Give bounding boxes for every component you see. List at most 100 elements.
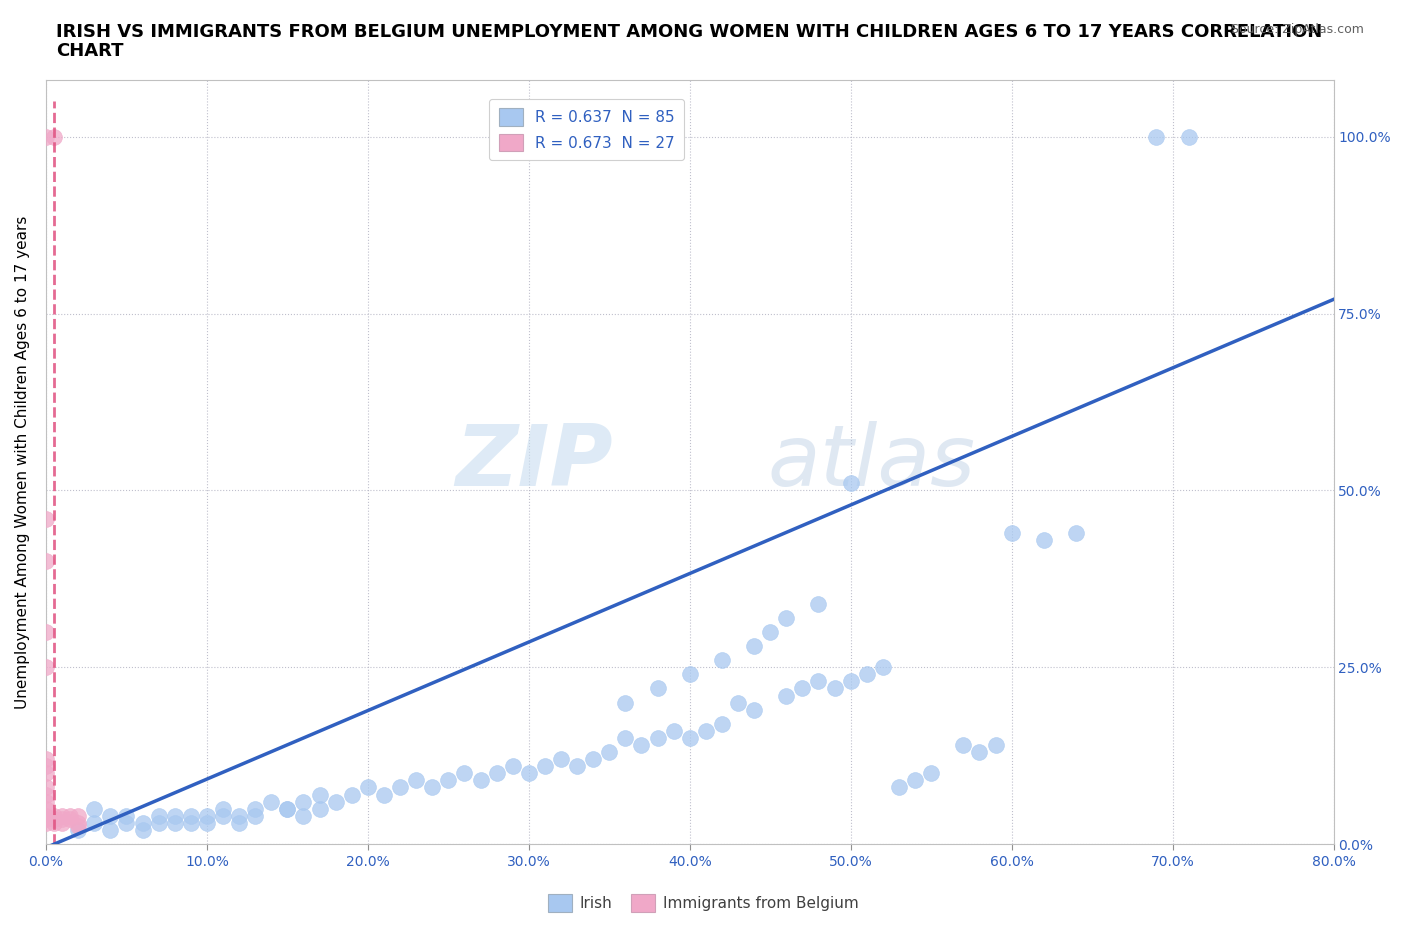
- Point: [920, 766, 942, 781]
- Point: [35, 759, 58, 774]
- Point: [534, 759, 557, 774]
- Point: [35, 812, 58, 827]
- Point: [228, 816, 250, 830]
- Point: [83, 816, 105, 830]
- Point: [1001, 525, 1024, 540]
- Point: [292, 794, 315, 809]
- Point: [51, 812, 73, 827]
- Point: [245, 808, 267, 823]
- Point: [195, 808, 218, 823]
- Point: [904, 773, 927, 788]
- Point: [42, 808, 65, 823]
- Point: [1146, 129, 1168, 144]
- Point: [212, 802, 235, 817]
- Point: [420, 780, 443, 795]
- Point: [115, 816, 138, 830]
- Point: [35, 751, 58, 766]
- Text: Source: ZipAtlas.com: Source: ZipAtlas.com: [1230, 23, 1364, 36]
- Point: [775, 610, 797, 625]
- Point: [1339, 129, 1361, 144]
- Point: [502, 759, 524, 774]
- Point: [679, 667, 702, 682]
- Point: [42, 816, 65, 830]
- Point: [437, 773, 460, 788]
- Point: [405, 773, 427, 788]
- Point: [357, 780, 380, 795]
- Point: [550, 751, 572, 766]
- Point: [35, 802, 58, 817]
- Point: [245, 802, 267, 817]
- Point: [276, 802, 298, 817]
- Point: [614, 695, 637, 710]
- Point: [792, 681, 814, 696]
- Point: [565, 759, 588, 774]
- Point: [35, 816, 58, 830]
- Point: [855, 667, 877, 682]
- Point: [647, 731, 669, 746]
- Point: [984, 737, 1007, 752]
- Text: IRISH VS IMMIGRANTS FROM BELGIUM UNEMPLOYMENT AMONG WOMEN WITH CHILDREN AGES 6 T: IRISH VS IMMIGRANTS FROM BELGIUM UNEMPLO…: [56, 23, 1323, 41]
- Point: [1064, 525, 1087, 540]
- Point: [35, 624, 58, 639]
- Point: [727, 695, 749, 710]
- Point: [775, 688, 797, 703]
- Point: [148, 816, 170, 830]
- Point: [195, 816, 218, 830]
- Point: [807, 596, 830, 611]
- Point: [582, 751, 605, 766]
- Point: [824, 681, 846, 696]
- Point: [662, 724, 685, 738]
- Point: [292, 808, 315, 823]
- Point: [67, 816, 90, 830]
- Legend: R = 0.637  N = 85, R = 0.673  N = 27: R = 0.637 N = 85, R = 0.673 N = 27: [489, 100, 685, 161]
- Point: [325, 794, 347, 809]
- Point: [35, 794, 58, 809]
- Point: [35, 808, 58, 823]
- Point: [42, 812, 65, 827]
- Point: [59, 812, 82, 827]
- Point: [517, 766, 540, 781]
- Point: [148, 808, 170, 823]
- Point: [260, 794, 283, 809]
- Point: [180, 816, 202, 830]
- Point: [67, 822, 90, 837]
- Point: [647, 681, 669, 696]
- Point: [59, 808, 82, 823]
- Point: [759, 624, 782, 639]
- Point: [163, 808, 186, 823]
- Point: [839, 476, 862, 491]
- Point: [212, 808, 235, 823]
- Text: atlas: atlas: [768, 420, 974, 503]
- Point: [807, 674, 830, 689]
- Point: [679, 731, 702, 746]
- Point: [51, 808, 73, 823]
- Point: [485, 766, 508, 781]
- Point: [872, 659, 894, 674]
- Point: [340, 787, 363, 802]
- Point: [389, 780, 412, 795]
- Legend: Irish, Immigrants from Belgium: Irish, Immigrants from Belgium: [541, 888, 865, 918]
- Point: [67, 808, 90, 823]
- Point: [98, 808, 121, 823]
- Point: [163, 816, 186, 830]
- Point: [1177, 129, 1199, 144]
- Point: [710, 653, 733, 668]
- Point: [710, 716, 733, 731]
- Point: [42, 129, 65, 144]
- Point: [131, 822, 153, 837]
- Point: [67, 819, 90, 834]
- Point: [742, 639, 765, 654]
- Y-axis label: Unemployment Among Women with Children Ages 6 to 17 years: Unemployment Among Women with Children A…: [15, 216, 30, 709]
- Point: [180, 808, 202, 823]
- Point: [695, 724, 717, 738]
- Point: [598, 745, 620, 760]
- Point: [35, 129, 58, 144]
- Point: [131, 816, 153, 830]
- Point: [742, 702, 765, 717]
- Point: [35, 766, 58, 781]
- Point: [969, 745, 991, 760]
- Point: [308, 787, 330, 802]
- Point: [83, 802, 105, 817]
- Point: [373, 787, 395, 802]
- Point: [839, 674, 862, 689]
